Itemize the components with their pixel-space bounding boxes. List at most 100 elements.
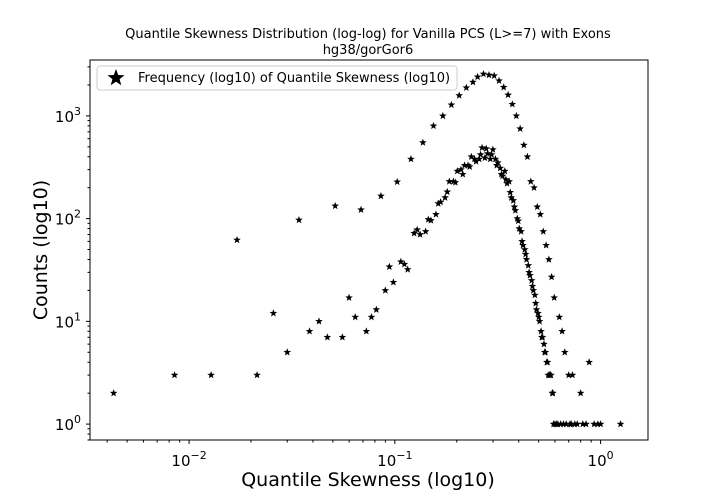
chart-title: Quantile Skewness Distribution (log-log)… (125, 27, 611, 42)
data-point (537, 327, 545, 335)
data-point (509, 196, 518, 204)
x-axis-label: Quantile Skewness (log10) (241, 469, 495, 491)
data-point (253, 371, 261, 379)
data-point (443, 187, 452, 196)
data-point (323, 333, 332, 341)
data-point (449, 177, 458, 185)
data-point (527, 276, 536, 284)
data-point (476, 150, 485, 158)
data-point (451, 178, 460, 186)
data-point (498, 171, 507, 180)
data-point (525, 268, 533, 276)
data-point (519, 241, 527, 249)
data-point (170, 371, 179, 379)
data-point (534, 309, 542, 317)
data-point (495, 76, 503, 84)
data-point (345, 293, 353, 301)
data-point (455, 91, 463, 99)
data-point (550, 293, 558, 301)
data-point (560, 348, 569, 356)
data-point (516, 124, 524, 132)
data-point (536, 210, 545, 218)
data-point (497, 170, 506, 178)
x-axis-ticks: 10−2 10−1 100 (106, 440, 614, 470)
data-point (522, 255, 531, 263)
data-point (362, 327, 371, 335)
data-point (510, 202, 519, 211)
data-point (514, 216, 523, 225)
data-point (372, 305, 381, 313)
data-point (434, 199, 443, 207)
data-point (305, 327, 314, 335)
data-point (441, 193, 449, 201)
data-point (568, 371, 577, 379)
data-point (506, 188, 515, 196)
data-point (109, 389, 118, 397)
data-point (432, 210, 440, 218)
data-point (469, 78, 477, 86)
y-tick-label: 101 (55, 310, 81, 331)
data-point (470, 155, 479, 163)
data-point (533, 202, 542, 211)
data-point (436, 198, 445, 206)
data-point (505, 177, 513, 185)
data-point (582, 420, 590, 428)
data-point (554, 420, 562, 428)
data-point (393, 177, 402, 186)
data-point (486, 155, 495, 163)
data-point (338, 333, 347, 341)
data-point (331, 201, 339, 210)
data-point (529, 286, 538, 294)
data-point (616, 420, 625, 428)
data-point (416, 230, 424, 238)
data-point (499, 83, 508, 91)
data-point (207, 371, 215, 379)
data-point (407, 155, 415, 163)
data-point (531, 291, 539, 299)
data-point (573, 420, 582, 428)
data-point (576, 389, 585, 397)
data-point (315, 317, 323, 325)
plot-frame (89, 59, 649, 441)
data-point (501, 167, 509, 175)
data-point (459, 170, 467, 178)
data-point (385, 262, 394, 270)
data-point (269, 309, 278, 317)
legend-label: Frequency (log10) of Quantile Skewness (… (138, 71, 450, 86)
data-point (445, 177, 454, 185)
data-point (524, 261, 533, 269)
data-point (381, 286, 390, 294)
data-point (539, 227, 548, 235)
data-point (526, 271, 534, 279)
data-point (421, 227, 430, 235)
data-point (453, 167, 462, 175)
data-point (479, 69, 488, 78)
y-tick-label: 102 (55, 208, 81, 229)
data-point (424, 215, 433, 223)
data-point (413, 225, 421, 233)
data-point (545, 255, 553, 263)
data-point (481, 153, 489, 162)
data-point (295, 215, 303, 224)
data-point (523, 152, 532, 161)
data-point (515, 224, 524, 232)
data-point (579, 420, 587, 428)
data-point (460, 161, 469, 169)
data-point (531, 299, 540, 307)
data-point (511, 206, 520, 214)
data-point (507, 193, 516, 201)
data-point (465, 162, 474, 170)
legend-box (96, 65, 458, 91)
data-point (532, 305, 541, 313)
data-point (521, 250, 530, 258)
data-point (472, 157, 480, 165)
data-point (473, 72, 482, 81)
data-point (534, 313, 543, 321)
y-axis-label: Counts (log10) (30, 180, 52, 320)
data-point (489, 145, 497, 153)
data-point (427, 216, 435, 224)
data-point (596, 420, 605, 428)
data-point (567, 420, 576, 428)
x-tick-label: 10−1 (377, 449, 412, 470)
